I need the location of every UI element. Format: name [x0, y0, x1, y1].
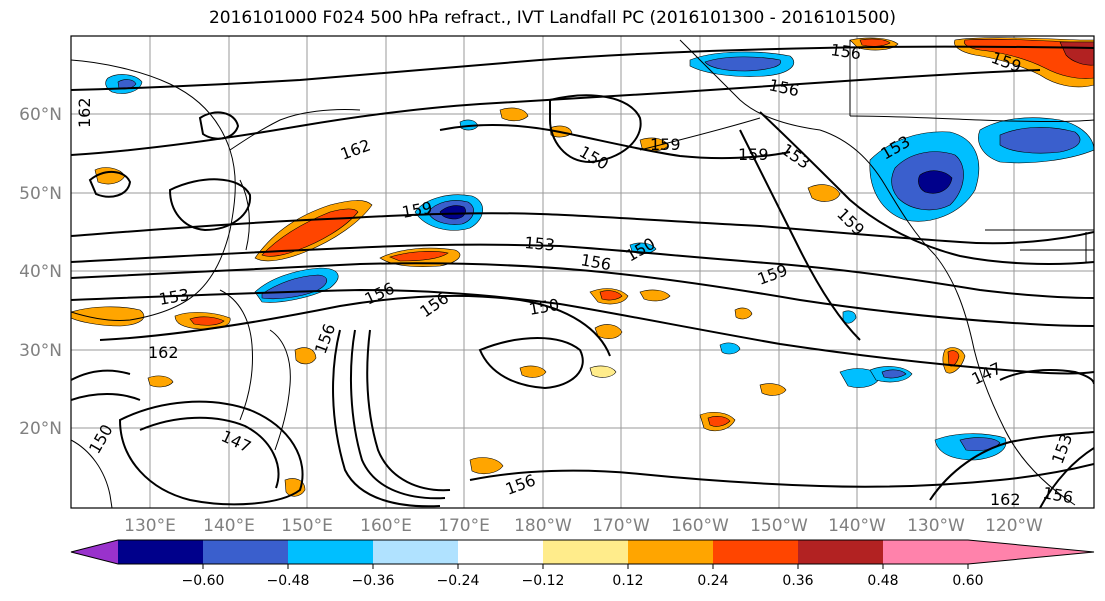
colorbar-right-extension	[968, 540, 1094, 564]
colorbar-tick-label: −0.36	[352, 573, 395, 589]
longitude-labels: 130°E 140°E 150°E 160°E 170°E 180°W 170°…	[124, 516, 1043, 536]
lon-label: 130°W	[907, 516, 965, 536]
colorbar-segment	[288, 540, 373, 564]
colorbar-segment	[543, 540, 628, 564]
lat-label-20n: 20°N	[19, 419, 62, 439]
colorbar: −0.60 −0.48 −0.36 −0.24 −0.12 0.12 0.24 …	[70, 539, 1095, 589]
lon-label: 150°E	[281, 516, 333, 536]
lon-label: 130°E	[124, 516, 176, 536]
lon-label: 150°W	[750, 516, 808, 536]
colorbar-tick-label: 0.48	[867, 573, 898, 589]
lat-label-60n: 60°N	[19, 105, 62, 125]
lat-label-30n: 30°N	[19, 341, 62, 361]
colorbar-segment	[203, 540, 288, 564]
contour-label: 159	[650, 135, 681, 154]
colorbar-tick-label: −0.24	[437, 573, 480, 589]
contour-label: 159	[738, 145, 769, 164]
graticule	[71, 36, 1094, 508]
map-frame	[70, 35, 1095, 509]
latitude-labels: 60°N 50°N 40°N 30°N 20°N	[19, 105, 62, 439]
coastlines	[71, 39, 1094, 508]
contour-label: 162	[148, 343, 179, 362]
lon-label: 140°W	[828, 516, 886, 536]
contour-label: 162	[75, 97, 94, 128]
lon-label: 160°W	[671, 516, 729, 536]
colorbar-tick-label: 0.60	[952, 573, 983, 589]
colorbar-tick-label: −0.60	[182, 573, 225, 589]
colorbar-tick-label: −0.48	[267, 573, 310, 589]
colorbar-tick-label: 0.24	[697, 573, 728, 589]
shaded-field	[71, 37, 1094, 497]
colorbar-segment	[458, 540, 543, 564]
colorbar-segment	[118, 540, 203, 564]
lon-label: 170°W	[592, 516, 650, 536]
lon-label: 120°W	[985, 516, 1043, 536]
lon-label: 170°E	[438, 516, 490, 536]
colorbar-tick-label: 0.12	[612, 573, 643, 589]
lat-label-40n: 40°N	[19, 262, 62, 282]
map-title: 2016101000 F024 500 hPa refract., IVT La…	[208, 8, 896, 28]
lon-label: 180°W	[514, 516, 572, 536]
map-panel	[71, 36, 1094, 508]
colorbar-segment	[373, 540, 458, 564]
colorbar-tick-label: 0.36	[782, 573, 813, 589]
contour-label: 153	[524, 233, 556, 255]
contour-label: 162	[990, 490, 1021, 509]
colorbar-tick-label: −0.12	[522, 573, 565, 589]
lon-label: 140°E	[203, 516, 255, 536]
colorbar-left-extension	[71, 540, 118, 564]
contour-label: 156	[829, 40, 862, 63]
lat-label-50n: 50°N	[19, 184, 62, 204]
colorbar-segment	[713, 540, 798, 564]
colorbar-segment	[798, 540, 883, 564]
lon-label: 160°E	[360, 516, 412, 536]
colorbar-segment	[628, 540, 713, 564]
colorbar-segment	[883, 540, 968, 564]
contour-lines	[71, 45, 1094, 508]
